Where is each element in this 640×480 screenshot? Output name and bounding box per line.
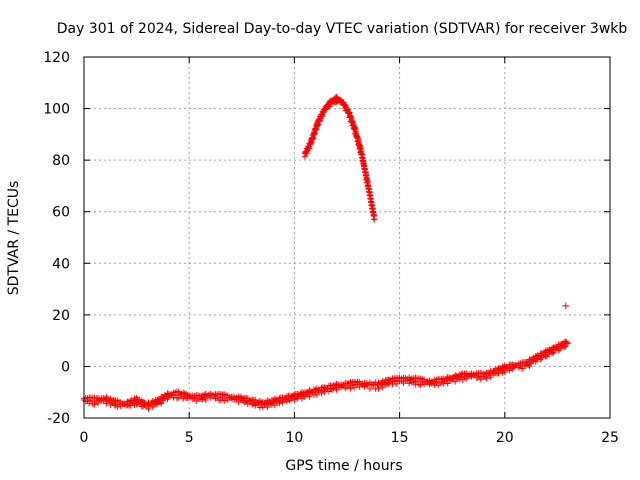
y-tick-label: -20	[47, 411, 70, 427]
y-tick-label: 100	[43, 102, 70, 118]
x-tick-label: 0	[80, 430, 89, 446]
x-axis-label: GPS time / hours	[285, 458, 402, 474]
y-tick-label: 60	[52, 205, 70, 221]
x-tick-label: 5	[185, 430, 194, 446]
y-axis-label: SDTVAR / TECUs	[6, 181, 22, 296]
x-tick-label: 25	[601, 430, 619, 446]
x-tick-label: 10	[285, 430, 303, 446]
y-tick-label: 40	[52, 256, 70, 272]
y-tick-label: 0	[61, 359, 70, 375]
sdtvar-chart: 0 5 10 15 20 25 -20 0 20 40 60 80 100 120 Day 301 of …	[0, 0, 640, 480]
y-tick-label: 20	[52, 308, 70, 324]
x-tick-label: 20	[496, 430, 514, 446]
chart-title: Day 301 of 2024, Sidereal Day-to-day VTE…	[57, 21, 628, 37]
x-tick-label: 15	[391, 430, 409, 446]
y-tick-label: 120	[43, 50, 70, 66]
chart-background	[0, 0, 640, 480]
y-tick-label: 80	[52, 153, 70, 169]
